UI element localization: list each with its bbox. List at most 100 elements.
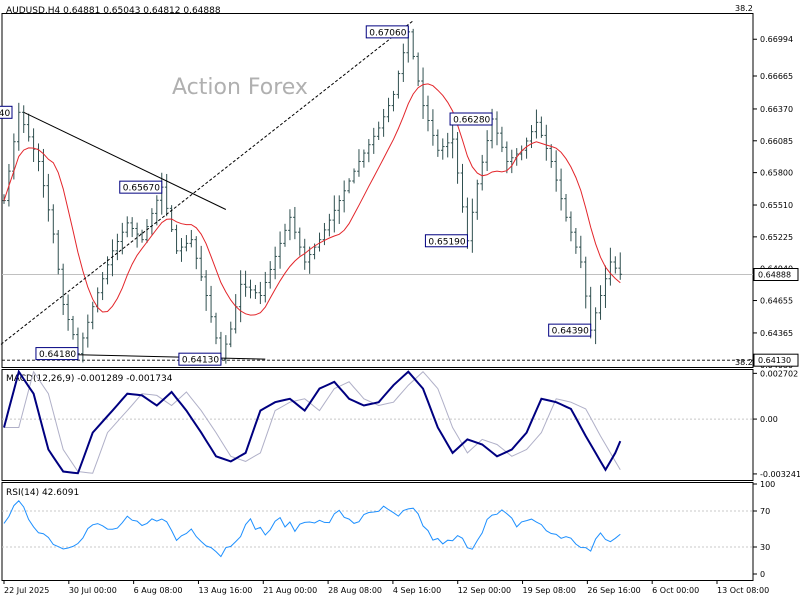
price-moving-average [3, 83, 621, 316]
price-y-tick-label: 0.65225 [760, 233, 793, 242]
price-bar [298, 227, 302, 256]
price-bar [288, 209, 292, 241]
price-bar [268, 261, 273, 289]
fib-top-label: 38.2 [735, 4, 753, 13]
price-panel: AUDUSD,H4 0.64881 0.65043 0.64812 0.6488… [0, 4, 799, 370]
price-bar [204, 270, 208, 311]
price-bar [135, 222, 139, 248]
price-bar [544, 124, 549, 161]
x-tick-label: 26 Sep 16:00 [587, 586, 640, 595]
price-bar [485, 130, 489, 172]
x-tick-label: 19 Sep 08:00 [523, 586, 576, 595]
price-annotations: 0.67060 0.66280 0.65670 0.65190 0.64390 0.641… [0, 25, 592, 366]
price-label: 0.64390 [552, 327, 589, 337]
price-bar [273, 246, 277, 280]
price-bar [155, 195, 159, 226]
price-bar [391, 90, 396, 112]
x-tick-label: 13 Aug 16:00 [198, 586, 252, 595]
price-bar [115, 233, 120, 261]
price-bar [436, 129, 440, 157]
price-bar [505, 141, 509, 174]
price-bar [342, 180, 346, 213]
price-label-box [35, 347, 79, 361]
price-bar [214, 312, 218, 345]
price-bar [579, 235, 583, 269]
price-label: 0.66340 [0, 109, 10, 119]
price-bar [322, 222, 327, 246]
price-bar [125, 216, 130, 238]
macd-signal-line [4, 370, 621, 474]
macd-main-line [3, 369, 622, 475]
price-label-box [449, 112, 493, 126]
price-bar [51, 204, 56, 244]
price-bar [381, 108, 386, 137]
price-bar [554, 150, 558, 192]
price-y-tick-label: 0.66665 [760, 72, 793, 81]
price-bar [421, 67, 425, 119]
x-tick-label: 4 Sep 16:00 [393, 586, 441, 595]
price-bar [470, 198, 475, 253]
current-price-marker [753, 268, 799, 282]
price-bar [21, 105, 26, 133]
rsi-panel: RSI(14) 42.6091 100 70 30 0 [1, 480, 775, 581]
price-label: 0.65670 [123, 184, 160, 194]
x-tick-label: 13 Oct 08:00 [717, 586, 769, 595]
price-panel-frame [1, 13, 754, 368]
price-bar [583, 256, 588, 309]
price-bar [337, 195, 342, 224]
price-bar [120, 222, 125, 255]
price-bar [480, 154, 485, 191]
price-bar [618, 252, 623, 280]
rsi-line [3, 500, 621, 558]
price-bar [529, 125, 534, 149]
price-bar [539, 116, 544, 138]
price-label-box [0, 105, 13, 119]
macd-panel: MACD(12,26,9) -0.001289 -0.001734 0.0027… [1, 369, 800, 481]
price-bar [31, 128, 36, 163]
price-bar [66, 294, 70, 331]
rsi-y-tick-label: 70 [760, 507, 770, 516]
price-bar [593, 307, 598, 345]
x-tick-label: 30 Jul 00:00 [69, 586, 117, 595]
price-bar [174, 224, 179, 254]
price-bar [445, 132, 450, 158]
price-bar [559, 168, 563, 211]
price-bar [426, 95, 430, 132]
price-bar [371, 127, 376, 154]
price-bar [293, 206, 297, 240]
price-bar [184, 235, 189, 252]
trendline [77, 354, 266, 360]
macd-panel-title: MACD(12,26,9) -0.001289 -0.001734 [6, 374, 173, 384]
price-bar [411, 28, 415, 60]
price-label-box [119, 180, 163, 194]
trendline [23, 111, 227, 210]
x-tick-label: 21 Aug 00:00 [263, 586, 317, 595]
price-bar [243, 270, 248, 297]
rsi-series-line [3, 500, 621, 558]
price-bar [367, 139, 371, 163]
macd-panel-frame [1, 369, 754, 481]
price-bar [228, 321, 233, 348]
price-bar [455, 131, 460, 184]
rsi-grid [2, 510, 753, 548]
price-bar [16, 102, 21, 151]
price-bar [376, 121, 381, 140]
price-bar [608, 247, 613, 286]
macd-y-tick-label: -0.003241 [760, 470, 800, 479]
current-price-label: 0.64888 [758, 271, 791, 280]
rsi-y-tick-label: 30 [760, 543, 770, 552]
price-bar [613, 256, 618, 274]
rsi-y-tick-label: 100 [760, 480, 775, 489]
price-bar [450, 125, 455, 159]
price-bar [598, 285, 603, 320]
rsi-panel-frame [1, 482, 754, 581]
rsi-panel-title: RSI(14) 42.6091 [6, 488, 79, 498]
price-bar [179, 238, 184, 262]
fib-bottom-label: 38.2 [735, 358, 753, 367]
price-bar [352, 168, 356, 184]
price-bar [524, 137, 529, 159]
price-y-tick-label: 0.64365 [760, 329, 793, 338]
price-bar [386, 97, 391, 123]
price-y-axis: 0.66994 0.66665 0.66370 0.66085 0.65800 0.655… [753, 35, 799, 370]
